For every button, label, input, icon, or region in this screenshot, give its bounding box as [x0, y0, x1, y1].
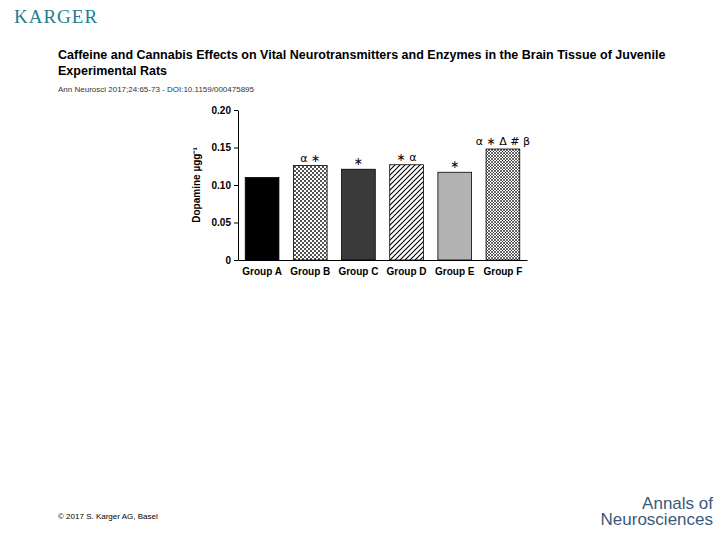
annotations: α ∗ ∗ ∗ α ∗ α ∗ Δ # β	[300, 135, 530, 171]
y-tick-label: 0.10	[212, 180, 232, 191]
x-tick-label: Group F	[483, 266, 522, 277]
x-tick: Group C	[338, 260, 378, 277]
x-tick-label: Group D	[387, 266, 427, 277]
bar	[293, 166, 327, 261]
significance-label: ∗	[354, 155, 363, 168]
y-tick-mark	[234, 185, 238, 186]
subtitle: Ann Neurosci 2017;24:65-73 - DOI:10.1159…	[58, 85, 254, 94]
significance-label: α ∗ Δ # β	[476, 135, 530, 148]
y-tick-label: 0.15	[212, 142, 232, 153]
publisher-logo: KARGER	[14, 6, 98, 28]
bar	[390, 165, 424, 260]
chart: 00.050.100.150.20Group AGroup BGroup CGr…	[0, 0, 720, 540]
significance-label: ∗ α	[397, 151, 417, 164]
y-tick: 0.15	[212, 142, 238, 153]
y-tick-mark	[234, 148, 238, 149]
x-tick-label: Group E	[435, 266, 475, 277]
y-tick-label: 0.05	[212, 217, 232, 228]
x-tick: Group E	[435, 260, 475, 277]
y-axis-title: Dopamine µgg⁻¹	[191, 147, 202, 223]
y-tick: 0.10	[212, 180, 238, 191]
title: Caffeine and Cannabis Effects on Vital N…	[58, 47, 698, 79]
y-tick: 0.20	[212, 105, 238, 116]
y-tick-label: 0.20	[212, 105, 232, 116]
y-tick-mark	[234, 260, 238, 261]
significance-label: α ∗	[300, 152, 320, 165]
bars	[245, 149, 520, 260]
bar	[342, 169, 376, 260]
y-tick: 0.05	[212, 217, 238, 228]
y-tick: 0	[225, 255, 238, 266]
bar	[486, 149, 520, 260]
journal-logo: Annals of Neurosciences	[588, 496, 713, 528]
x-tick-label: Group A	[242, 266, 282, 277]
x-axis-line	[239, 260, 528, 261]
copyright: © 2017 S. Karger AG, Basel	[58, 512, 158, 521]
bar	[245, 178, 279, 261]
y-axis-line	[238, 111, 239, 261]
y-tick-mark	[234, 223, 238, 224]
x-tick: Group F	[483, 260, 522, 277]
x-tick-label: Group C	[338, 266, 378, 277]
significance-label: ∗	[450, 158, 459, 171]
y-tick-mark	[234, 110, 238, 111]
x-tick: Group A	[242, 260, 282, 277]
x-tick: Group B	[290, 260, 330, 277]
x-axis: Group A Group B Group C Group D Group E Group…	[239, 260, 528, 277]
y-axis: 0 0.05 0.10 0.15 0.20	[212, 105, 239, 266]
y-tick-label: 0	[225, 255, 231, 266]
x-tick-label: Group B	[290, 266, 330, 277]
bar	[438, 172, 472, 260]
x-tick: Group D	[387, 260, 427, 277]
